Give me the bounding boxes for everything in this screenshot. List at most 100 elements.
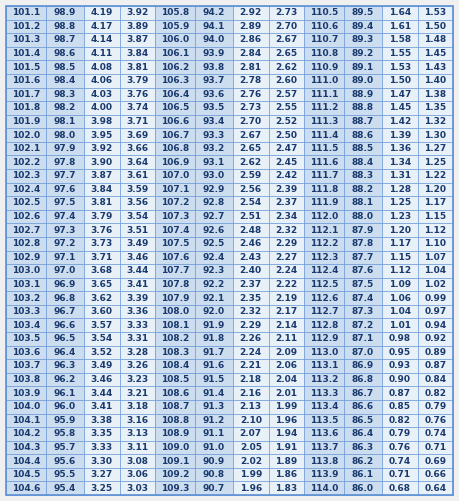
Bar	[344, 155, 382, 169]
Bar	[46, 115, 84, 128]
Bar	[269, 142, 304, 155]
Text: 3.57: 3.57	[91, 321, 113, 330]
Text: 86.9: 86.9	[352, 361, 374, 370]
Bar	[119, 101, 155, 115]
Text: 0.87: 0.87	[389, 389, 411, 398]
Bar	[304, 305, 344, 319]
Bar	[119, 155, 155, 169]
Text: 1.09: 1.09	[389, 280, 411, 289]
Text: 2.22: 2.22	[275, 280, 297, 289]
Text: 102.1: 102.1	[12, 144, 40, 153]
Text: 112.6: 112.6	[310, 294, 338, 303]
Text: 103.2: 103.2	[12, 294, 40, 303]
Bar	[344, 47, 382, 60]
Text: 1.28: 1.28	[389, 185, 411, 194]
Bar	[46, 346, 84, 359]
Bar	[233, 373, 269, 386]
Text: 114.0: 114.0	[310, 483, 338, 492]
Text: 3.49: 3.49	[90, 361, 113, 370]
Text: 103.1: 103.1	[12, 280, 40, 289]
Text: 102.0: 102.0	[12, 131, 40, 140]
Bar	[195, 210, 233, 223]
Bar	[304, 413, 344, 427]
Bar	[344, 60, 382, 74]
Bar	[382, 481, 418, 495]
Text: 2.70: 2.70	[240, 117, 262, 126]
Bar	[304, 223, 344, 237]
Bar	[6, 142, 46, 155]
Bar	[46, 223, 84, 237]
Text: 2.29: 2.29	[240, 321, 262, 330]
Bar	[6, 427, 46, 441]
Text: 1.64: 1.64	[389, 9, 411, 18]
Text: 95.4: 95.4	[54, 483, 76, 492]
Bar	[344, 20, 382, 33]
Bar	[155, 6, 195, 20]
Text: 1.15: 1.15	[389, 253, 411, 262]
Text: 1.25: 1.25	[389, 198, 411, 207]
Text: 103.7: 103.7	[11, 361, 40, 370]
Bar	[382, 319, 418, 332]
Bar	[269, 47, 304, 60]
Bar	[344, 441, 382, 454]
Bar	[84, 196, 119, 210]
Bar	[418, 223, 453, 237]
Text: 97.7: 97.7	[54, 171, 76, 180]
Bar	[304, 155, 344, 169]
Bar	[304, 237, 344, 250]
Bar	[418, 386, 453, 400]
Text: 3.31: 3.31	[126, 334, 148, 343]
Text: 101.1: 101.1	[12, 9, 40, 18]
Bar	[382, 441, 418, 454]
Bar	[233, 359, 269, 373]
Text: 3.44: 3.44	[90, 389, 113, 398]
Bar	[195, 60, 233, 74]
Text: 0.92: 0.92	[424, 334, 446, 343]
Bar	[6, 88, 46, 101]
Text: 98.6: 98.6	[54, 49, 76, 58]
Bar	[6, 413, 46, 427]
Bar	[155, 60, 195, 74]
Text: 86.2: 86.2	[352, 456, 374, 465]
Text: 3.26: 3.26	[126, 361, 148, 370]
Bar	[269, 60, 304, 74]
Bar	[119, 332, 155, 346]
Bar	[195, 20, 233, 33]
Text: 102.7: 102.7	[11, 225, 40, 234]
Bar	[195, 115, 233, 128]
Text: 1.61: 1.61	[389, 22, 411, 31]
Bar	[269, 278, 304, 291]
Bar	[6, 359, 46, 373]
Bar	[155, 400, 195, 413]
Text: 1.42: 1.42	[389, 117, 411, 126]
Bar	[382, 237, 418, 250]
Bar	[155, 115, 195, 128]
Bar	[344, 115, 382, 128]
Bar	[344, 250, 382, 264]
Text: 104.1: 104.1	[11, 416, 40, 425]
Bar	[418, 332, 453, 346]
Bar	[382, 468, 418, 481]
Bar	[233, 237, 269, 250]
Text: 4.06: 4.06	[91, 76, 113, 85]
Bar	[46, 101, 84, 115]
Text: 87.2: 87.2	[352, 321, 374, 330]
Bar	[269, 20, 304, 33]
Text: 0.82: 0.82	[389, 416, 411, 425]
Bar	[269, 101, 304, 115]
Bar	[84, 373, 119, 386]
Bar	[46, 169, 84, 182]
Bar	[233, 142, 269, 155]
Bar	[84, 155, 119, 169]
Bar	[269, 332, 304, 346]
Bar	[195, 278, 233, 291]
Text: 3.73: 3.73	[91, 239, 113, 248]
Bar	[382, 60, 418, 74]
Bar	[46, 60, 84, 74]
Bar	[119, 182, 155, 196]
Text: 2.40: 2.40	[240, 267, 262, 276]
Bar	[382, 142, 418, 155]
Bar	[269, 386, 304, 400]
Bar	[195, 74, 233, 88]
Text: 94.0: 94.0	[203, 36, 225, 45]
